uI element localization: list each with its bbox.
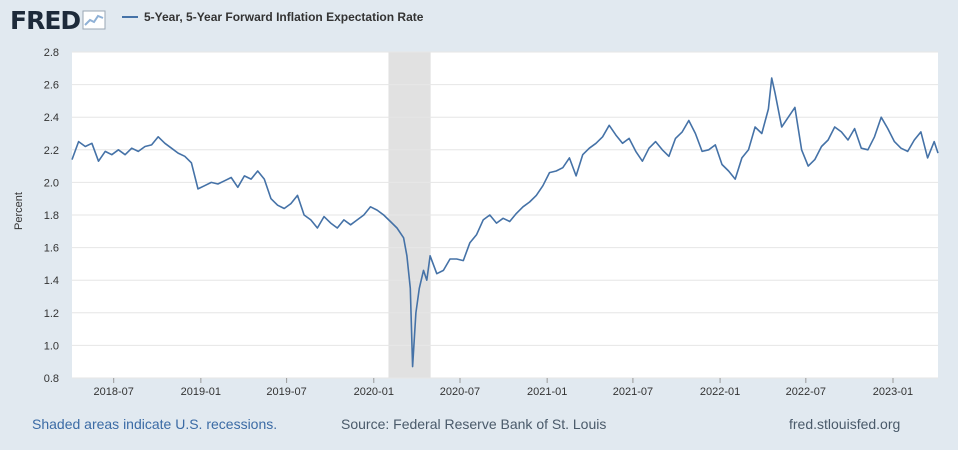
y-tick-label: 0.8 bbox=[44, 373, 59, 385]
source-text: Source: Federal Reserve Bank of St. Loui… bbox=[341, 416, 607, 432]
chart-header: FRED 5-Year, 5-Year Forward Inflation Ex… bbox=[0, 0, 958, 40]
chart-trend-icon bbox=[82, 10, 106, 30]
x-tick-label: 2022-01 bbox=[700, 386, 740, 398]
x-tick-label: 2021-01 bbox=[527, 386, 567, 398]
x-tick-label: 2018-07 bbox=[94, 386, 134, 398]
legend-line-swatch bbox=[122, 16, 138, 18]
y-tick-label: 1.8 bbox=[44, 210, 59, 222]
x-tick-label: 2019-07 bbox=[266, 386, 306, 398]
y-tick-label: 2.4 bbox=[44, 112, 59, 124]
y-tick-label: 2.8 bbox=[44, 47, 59, 59]
y-axis-label: Percent bbox=[13, 192, 25, 230]
x-tick-label: 2023-01 bbox=[873, 386, 913, 398]
site-link[interactable]: fred.stlouisfed.org bbox=[789, 416, 901, 432]
y-tick-label: 1.2 bbox=[44, 308, 59, 320]
y-tick-label: 2.6 bbox=[44, 80, 59, 92]
x-tick-label: 2021-07 bbox=[613, 386, 653, 398]
fred-logo[interactable]: FRED bbox=[10, 5, 106, 35]
y-tick-label: 1.0 bbox=[44, 340, 59, 352]
x-tick-label: 2020-07 bbox=[440, 386, 480, 398]
line-chart: 0.8 1.0 1.2 1.4 1.6 1.8 2.0 2.2 2.4 2.6 2.8 2018-0… bbox=[13, 47, 939, 398]
series-line bbox=[71, 77, 939, 368]
chart-legend: 5-Year, 5-Year Forward Inflation Expecta… bbox=[122, 10, 423, 24]
y-tick-label: 2.2 bbox=[44, 145, 59, 157]
y-tick-label: 1.4 bbox=[44, 275, 59, 287]
y-tick-label: 1.6 bbox=[44, 243, 59, 255]
legend-series-title[interactable]: 5-Year, 5-Year Forward Inflation Expecta… bbox=[144, 10, 424, 24]
x-tick-label: 2022-07 bbox=[786, 386, 826, 398]
x-tick-label: 2020-01 bbox=[354, 386, 394, 398]
fred-logo-text: FRED bbox=[10, 5, 81, 35]
recession-note[interactable]: Shaded areas indicate U.S. recessions. bbox=[32, 416, 278, 432]
y-tick-label: 2.0 bbox=[44, 177, 59, 189]
x-tick-label: 2019-01 bbox=[181, 386, 221, 398]
